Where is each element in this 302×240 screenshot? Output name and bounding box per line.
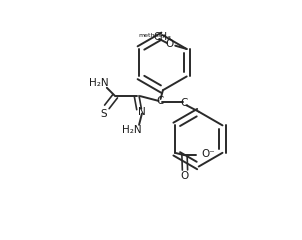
- Text: C: C: [181, 98, 188, 108]
- Text: methoxy: methoxy: [138, 33, 166, 38]
- Text: CH₃: CH₃: [153, 32, 172, 42]
- Text: H₂N: H₂N: [89, 78, 108, 88]
- Text: O: O: [180, 171, 189, 181]
- Text: O: O: [166, 39, 174, 49]
- Text: O⁻: O⁻: [201, 150, 215, 159]
- Text: S: S: [101, 108, 107, 119]
- Text: C: C: [157, 96, 164, 106]
- Text: N: N: [138, 107, 146, 117]
- Text: H₂N: H₂N: [122, 125, 142, 135]
